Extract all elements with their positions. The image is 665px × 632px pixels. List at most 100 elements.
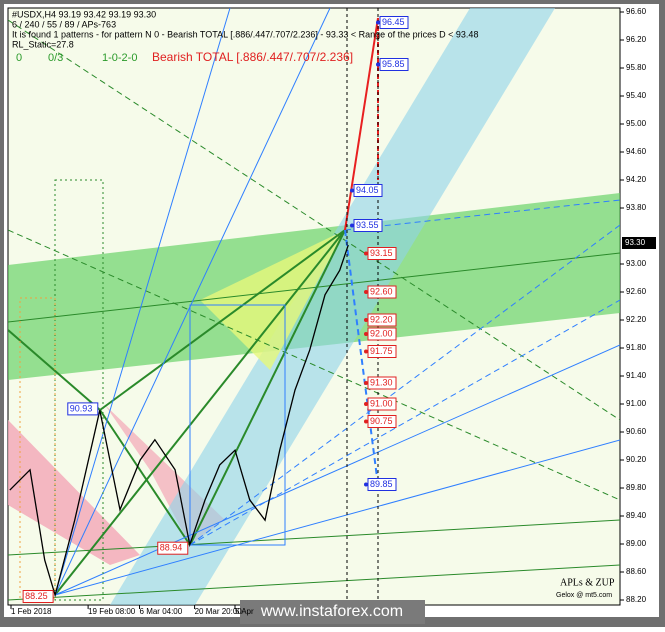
target-label: 94.05 (356, 185, 379, 195)
target-dot (364, 402, 368, 406)
fan-line (54, 8, 231, 596)
projection (344, 229, 379, 486)
watermark: www.instaforex.com (260, 603, 403, 620)
pivot-box (67, 402, 99, 416)
y-tick-label: 89.40 (626, 511, 647, 520)
pivot-label: 88.94 (160, 543, 183, 553)
blue-channel (110, 8, 555, 605)
target-label: 92.00 (370, 328, 393, 338)
y-tick-label: 88.20 (626, 595, 647, 604)
y-tick-label: 89.00 (626, 539, 647, 548)
pivot-label: 90.93 (70, 403, 93, 413)
y-tick-label: 91.40 (626, 371, 647, 380)
fan-line (54, 8, 331, 596)
target-label: 93.15 (370, 248, 393, 258)
fan-line (54, 344, 620, 596)
target-box (367, 415, 397, 428)
box (189, 304, 286, 546)
y-tick-label: 92.20 (626, 315, 647, 324)
target-label: 91.30 (370, 377, 393, 387)
credit: Gelox @ mt5.com (556, 592, 612, 599)
pivot-box (22, 590, 54, 603)
target-box (353, 184, 383, 197)
y-tick-label: 94.20 (626, 175, 647, 184)
target-dot (364, 251, 368, 256)
pattern-leg (99, 229, 346, 411)
x-tick-label: 1 Feb 2018 (11, 607, 52, 616)
status: 0 (16, 52, 22, 64)
fan-line (189, 299, 620, 546)
y-tick-label: 93.00 (626, 259, 647, 268)
target-box (367, 376, 397, 390)
target-label: 90.75 (370, 416, 393, 426)
target-box (379, 58, 409, 71)
pattern-leg (54, 229, 346, 596)
target-dot (364, 482, 368, 487)
dashed-line (8, 19, 620, 421)
header-line: It is found 1 patterns - for pattern N 0… (12, 29, 478, 39)
pattern-title: Bearish TOTAL [.886/.447/.707/2.236] (152, 50, 353, 64)
pattern-leg (189, 229, 346, 546)
target-box (367, 327, 397, 341)
target-box (367, 285, 397, 299)
target-box (367, 478, 397, 491)
y-tick-label: 93.80 (626, 203, 647, 212)
target-dot (350, 223, 354, 228)
header-line: 6 / 240 / 55 / 89 / APs-763 (12, 19, 116, 29)
y-tick-label: 96.60 (626, 7, 647, 16)
y-tick-label: 95.80 (626, 63, 647, 72)
fan-line (344, 199, 620, 231)
watermark-bg (240, 600, 425, 624)
y-tick-label: 91.80 (626, 343, 647, 352)
target-dot (350, 188, 354, 193)
y-tick-label: 96.20 (626, 35, 647, 44)
target-box (379, 16, 409, 29)
x-tick-label: 19 Feb 08:00 (88, 607, 136, 616)
target-label: 93.55 (356, 220, 379, 230)
target-box (367, 313, 397, 327)
target-label: 92.20 (370, 314, 393, 324)
drawings (8, 8, 620, 605)
target-dot (364, 290, 368, 294)
projection (344, 17, 379, 231)
y-tick-label: 92.60 (626, 287, 647, 296)
credit: APLs & ZUP (560, 577, 615, 588)
pattern-leg (99, 409, 191, 546)
target-dot (364, 381, 368, 385)
current-price-box (622, 237, 656, 249)
header-line: RL_Static=27.8 (12, 39, 74, 49)
box (19, 297, 56, 599)
target-box (367, 345, 397, 358)
y-tick-label: 94.60 (626, 147, 647, 156)
target-label: 91.00 (370, 398, 393, 408)
target-dot (364, 318, 368, 322)
target-box (367, 247, 397, 260)
target-dot (364, 349, 368, 354)
y-tick-label: 95.00 (626, 119, 647, 128)
pattern-leg (8, 329, 101, 411)
target-label: 96.45 (382, 17, 405, 27)
dynamic: 96.45 95.85 94.05 93.55 93.15 92.60 92.20 92.00… (9, 16, 409, 603)
triangle (200, 230, 345, 370)
target-dot (376, 62, 380, 67)
channel-mid (8, 252, 620, 323)
status: 0/3 (48, 52, 63, 64)
pivot-box (157, 541, 189, 555)
y-tick-label: 90.20 (626, 455, 647, 464)
dashed-line (8, 229, 620, 501)
target-box (353, 219, 383, 232)
channel-line (8, 564, 620, 601)
target-label: 89.85 (370, 479, 393, 489)
target-label: 91.75 (370, 346, 393, 356)
target-dot (364, 332, 368, 336)
target-dot (376, 20, 380, 25)
y-tick-label: 89.80 (626, 483, 647, 492)
x-tick-label: 6 Mar 04:00 (140, 607, 183, 616)
target-dot (364, 419, 368, 424)
target-label: 95.85 (382, 59, 405, 69)
target-label: 92.60 (370, 286, 393, 296)
fan-line (54, 439, 620, 596)
channel-line (8, 519, 620, 556)
